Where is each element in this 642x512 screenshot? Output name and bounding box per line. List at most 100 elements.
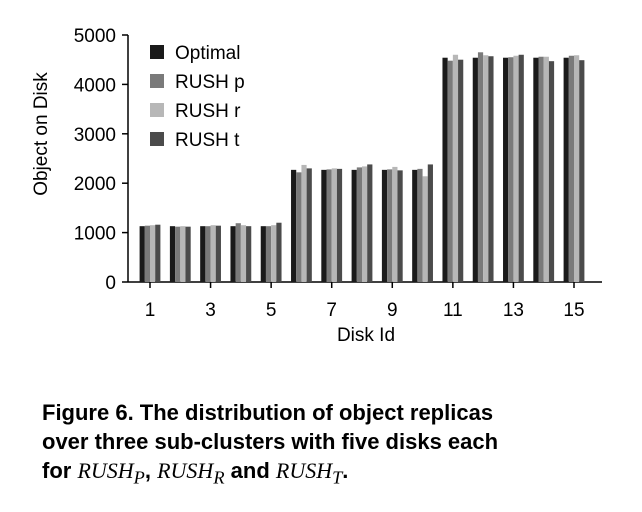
bar [422,176,428,282]
y-tick-label: 5000 [74,26,116,47]
chart-bars [139,52,585,283]
caption-comma: , [144,458,158,483]
x-tick-label: 7 [326,300,337,321]
bar [336,168,343,282]
caption-rush-t-sub: T [332,467,343,488]
legend-swatch [150,74,164,88]
caption-rush-r: RUSHR [157,458,224,487]
caption-line-3: for RUSHP, RUSHR and RUSHT. [42,456,622,492]
caption-rush-t-base: RUSH [275,458,333,483]
caption-rush-r-sub: R [213,467,225,488]
bar [271,225,277,282]
bar [367,164,373,282]
x-tick-label: 11 [443,300,463,321]
bar [210,225,216,282]
bar [155,224,161,282]
bar [563,57,569,282]
bar [326,169,332,282]
bar [144,225,150,282]
caption-rush-t: RUSHT [275,458,342,487]
bar [513,55,519,282]
x-tick-label: 5 [266,300,277,321]
bar [574,55,580,282]
bar [351,169,357,282]
bar [301,164,307,282]
bar [230,226,236,282]
bar [477,52,484,282]
bar [150,225,156,282]
bar [169,226,176,282]
bar [472,57,478,282]
bar [321,169,327,282]
bar [139,226,145,282]
bar [579,60,585,282]
legend-swatch [150,132,164,146]
bar [306,168,312,282]
bar [387,169,393,282]
bar [215,225,221,282]
legend-label: Optimal [175,43,240,64]
caption-rush-p-sub: P [133,467,145,488]
bar [331,168,337,282]
bar [381,169,388,282]
x-tick-label: 9 [387,300,398,321]
caption-line-1: Figure 6. The distribution of object rep… [42,400,494,425]
bar [483,55,489,282]
figure-caption: Figure 6. The distribution of object rep… [42,398,622,492]
caption-for: for [42,458,78,483]
bar [488,56,494,282]
caption-line-2: over three sub-clusters with five disks … [42,429,499,454]
bar [276,222,282,282]
x-axis-label: Disk Id [337,325,395,346]
y-tick-label: 0 [105,273,116,294]
bar [548,61,555,283]
bar [447,60,453,282]
caption-rush-r-base: RUSH [157,458,214,483]
y-tick-label: 2000 [74,174,116,195]
x-tick-label: 3 [205,300,216,321]
bar [397,170,403,282]
legend-swatch [150,103,164,117]
bar [356,167,362,282]
legend-label: RUSH r [175,101,241,122]
caption-rush-p: RUSHP [77,458,144,487]
bar [458,59,464,283]
y-tick-label: 1000 [74,224,116,245]
bar [362,166,368,282]
bar [235,223,241,282]
legend-label: RUSH t [175,130,240,151]
bar [442,57,448,282]
caption-and: and [224,458,276,483]
bar [427,164,433,282]
bar [240,225,247,282]
caption-period: . [342,458,349,483]
x-tick-label: 13 [503,300,524,321]
bar [533,57,539,282]
bar [260,226,266,282]
y-axis-label: Object on Disk [31,72,52,196]
bar [200,226,206,282]
bar [518,54,524,283]
bar [503,57,509,282]
bar [417,168,423,282]
bar [291,169,297,282]
x-tick-label: 1 [145,300,156,321]
bar [185,226,191,282]
bar [508,57,514,283]
legend-label: RUSH p [175,72,245,93]
bar [296,172,302,282]
caption-rush-p-base: RUSH [77,458,134,483]
legend-swatch [150,45,164,59]
chart-legend: Optimal RUSH p RUSH r RUSH t [150,43,245,151]
bar [568,55,574,282]
bar [452,54,459,283]
x-tick-label: 15 [563,300,584,321]
y-tick-label: 4000 [74,75,116,96]
y-tick-label: 3000 [74,125,116,146]
bar [392,166,398,282]
bar [180,226,186,282]
bar [538,56,544,282]
bar [205,226,211,282]
